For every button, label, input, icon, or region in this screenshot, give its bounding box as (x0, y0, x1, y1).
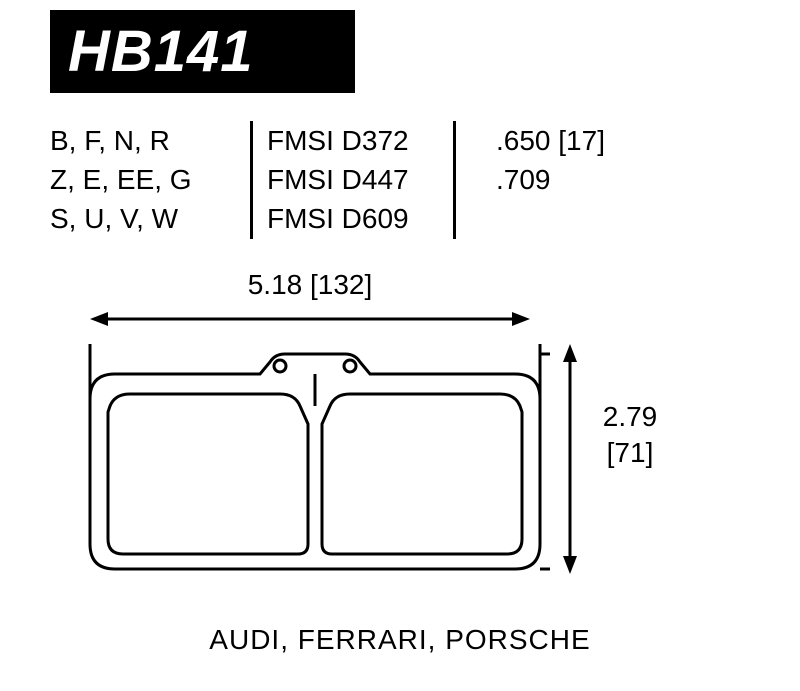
width-dim-text: 5.18 [132] (248, 269, 373, 300)
height-dim-value: 2.79 (590, 399, 670, 435)
height-dim-mm: [71] (590, 435, 670, 471)
compounds-row1: B, F, N, R (50, 121, 250, 160)
height-dimension-label: 2.79 [71] (590, 399, 670, 472)
dimension-diagram: 5.18 [132] (50, 269, 750, 629)
divider-2 (453, 121, 456, 239)
spec-row: B, F, N, R Z, E, EE, G S, U, V, W FMSI D… (50, 121, 750, 239)
width-dimension-label: 5.18 [132] (90, 269, 530, 301)
thickness-row1: .650 [17] (496, 121, 666, 160)
thickness-row2: .709 (496, 160, 666, 199)
compounds-row2: Z, E, EE, G (50, 160, 250, 199)
part-number-text: HB141 (68, 19, 254, 84)
fmsi-row3: FMSI D609 (267, 199, 453, 238)
thickness-column: .650 [17] .709 (466, 121, 666, 239)
compounds-row3: S, U, V, W (50, 199, 250, 238)
fmsi-column: FMSI D372 FMSI D447 FMSI D609 (263, 121, 453, 239)
fmsi-row1: FMSI D372 (267, 121, 453, 160)
fmsi-row2: FMSI D447 (267, 160, 453, 199)
part-number-header: HB141 (50, 10, 355, 93)
divider-1 (250, 121, 253, 239)
applications-label: AUDI, FERRARI, PORSCHE (0, 624, 800, 656)
compounds-column: B, F, N, R Z, E, EE, G S, U, V, W (50, 121, 250, 239)
width-arrow-icon (90, 309, 530, 329)
height-arrow-icon (560, 344, 580, 574)
brake-pad-outline-icon (80, 344, 550, 594)
